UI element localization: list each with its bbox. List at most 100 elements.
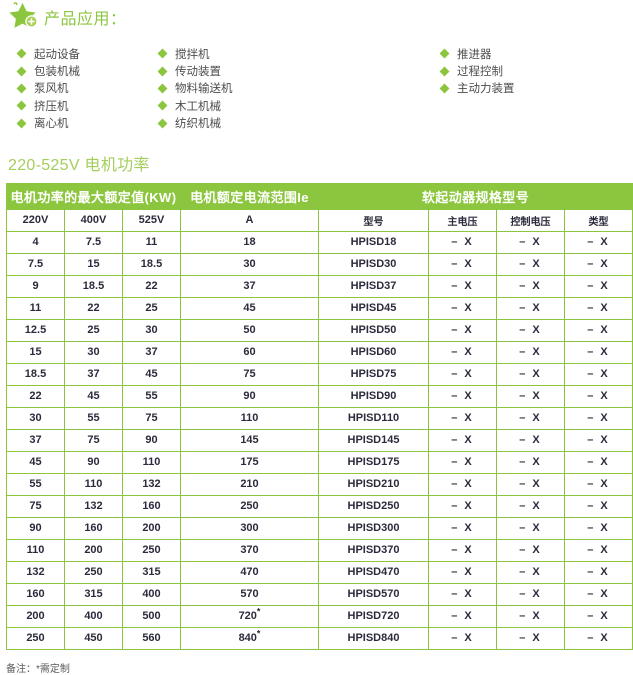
cell-220v: 22 (7, 385, 65, 407)
cell-400v: 7.5 (65, 231, 123, 253)
cell-type: – X (565, 451, 633, 473)
cell-model: HPISD37 (319, 275, 429, 297)
cell-current: 840* (181, 627, 319, 649)
cell-current: 370 (181, 539, 319, 561)
cell-525v: 18.5 (123, 253, 181, 275)
application-item: 推进器 (441, 45, 582, 62)
cell-main-voltage: – X (429, 297, 497, 319)
cell-525v: 30 (123, 319, 181, 341)
cell-220v: 11 (7, 297, 65, 319)
cell-type: – X (565, 253, 633, 275)
cell-525v: 200 (123, 517, 181, 539)
cell-control-voltage: – X (497, 561, 565, 583)
cell-525v: 500 (123, 605, 181, 627)
diamond-bullet-icon (17, 84, 27, 94)
cell-current: 470 (181, 561, 319, 583)
application-label: 搅拌机 (175, 46, 210, 62)
cell-525v: 75 (123, 407, 181, 429)
table-subheader-row: 220V 400V 525V A 型号 主电压 控制电压 类型 kg (7, 209, 633, 231)
header-group-motor-power: 电机功率的最大额定值(KW) (7, 183, 181, 209)
applications-column-3: 推进器 过程控制 主动力装置 (441, 45, 582, 132)
cell-type: – X (565, 583, 633, 605)
cell-220v: 160 (7, 583, 65, 605)
application-label: 过程控制 (457, 63, 503, 79)
cell-model: HPISD720 (319, 605, 429, 627)
cell-model: HPISD210 (319, 473, 429, 495)
cell-current: 60 (181, 341, 319, 363)
cell-525v: 90 (123, 429, 181, 451)
subheader-main-voltage: 主电压 (429, 209, 497, 231)
application-label: 木工机械 (175, 98, 221, 114)
cell-control-voltage: – X (497, 275, 565, 297)
cell-220v: 200 (7, 605, 65, 627)
cell-220v: 110 (7, 539, 65, 561)
cell-main-voltage: – X (429, 605, 497, 627)
application-item: 主动力装置 (441, 80, 582, 97)
cell-control-voltage: – X (497, 429, 565, 451)
diamond-bullet-icon (158, 66, 168, 76)
applications-title: 产品应用： (44, 5, 127, 29)
spec-table-heading: 220-525V 电机功率 (0, 132, 633, 183)
cell-control-voltage: – X (497, 297, 565, 319)
cell-525v: 560 (123, 627, 181, 649)
application-item: 起动设备 (18, 45, 159, 62)
application-item: 木工机械 (159, 97, 300, 114)
cell-400v: 90 (65, 451, 123, 473)
cell-main-voltage: – X (429, 363, 497, 385)
cell-type: – X (565, 429, 633, 451)
cell-model: HPISD370 (319, 539, 429, 561)
application-item: 纺织机械 (159, 115, 300, 132)
cell-control-voltage: – X (497, 605, 565, 627)
cell-current: 210 (181, 473, 319, 495)
cell-400v: 37 (65, 363, 123, 385)
cell-model: HPISD110 (319, 407, 429, 429)
subheader-type: 类型 (565, 209, 633, 231)
cell-model: HPISD50 (319, 319, 429, 341)
cell-type: – X (565, 297, 633, 319)
cell-type: – X (565, 561, 633, 583)
application-item: 传动装置 (159, 62, 300, 79)
cell-400v: 45 (65, 385, 123, 407)
cell-525v: 45 (123, 363, 181, 385)
cell-220v: 12.5 (7, 319, 65, 341)
cell-type: – X (565, 539, 633, 561)
cell-400v: 132 (65, 495, 123, 517)
cell-main-voltage: – X (429, 583, 497, 605)
cell-400v: 315 (65, 583, 123, 605)
cell-220v: 45 (7, 451, 65, 473)
motor-power-spec-section: 220-525V 电机功率 电机功率的最大额定值(KW) 电机额定电流范围Ie … (0, 132, 633, 675)
cell-model: HPISD75 (319, 363, 429, 385)
application-label: 离心机 (34, 115, 69, 131)
cell-400v: 15 (65, 253, 123, 275)
cell-400v: 18.5 (65, 275, 123, 297)
cell-400v: 450 (65, 627, 123, 649)
cell-main-voltage: – X (429, 231, 497, 253)
cell-400v: 400 (65, 605, 123, 627)
cell-525v: 160 (123, 495, 181, 517)
custom-order-asterisk: * (257, 629, 261, 639)
application-item: 物料输送机 (159, 80, 300, 97)
cell-control-voltage: – X (497, 495, 565, 517)
cell-main-voltage: – X (429, 517, 497, 539)
cell-type: – X (565, 319, 633, 341)
applications-column-1: 起动设备 包装机械 泵风机 挤压机 离心机 (18, 45, 159, 132)
cell-main-voltage: – X (429, 451, 497, 473)
cell-current: 75 (181, 363, 319, 385)
cell-400v: 250 (65, 561, 123, 583)
cell-main-voltage: – X (429, 561, 497, 583)
cell-220v: 37 (7, 429, 65, 451)
subheader-220v: 220V (7, 209, 65, 231)
applications-header: 产品应用： (0, 0, 633, 34)
cell-model: HPISD175 (319, 451, 429, 473)
cell-current: 45 (181, 297, 319, 319)
cell-type: – X (565, 473, 633, 495)
